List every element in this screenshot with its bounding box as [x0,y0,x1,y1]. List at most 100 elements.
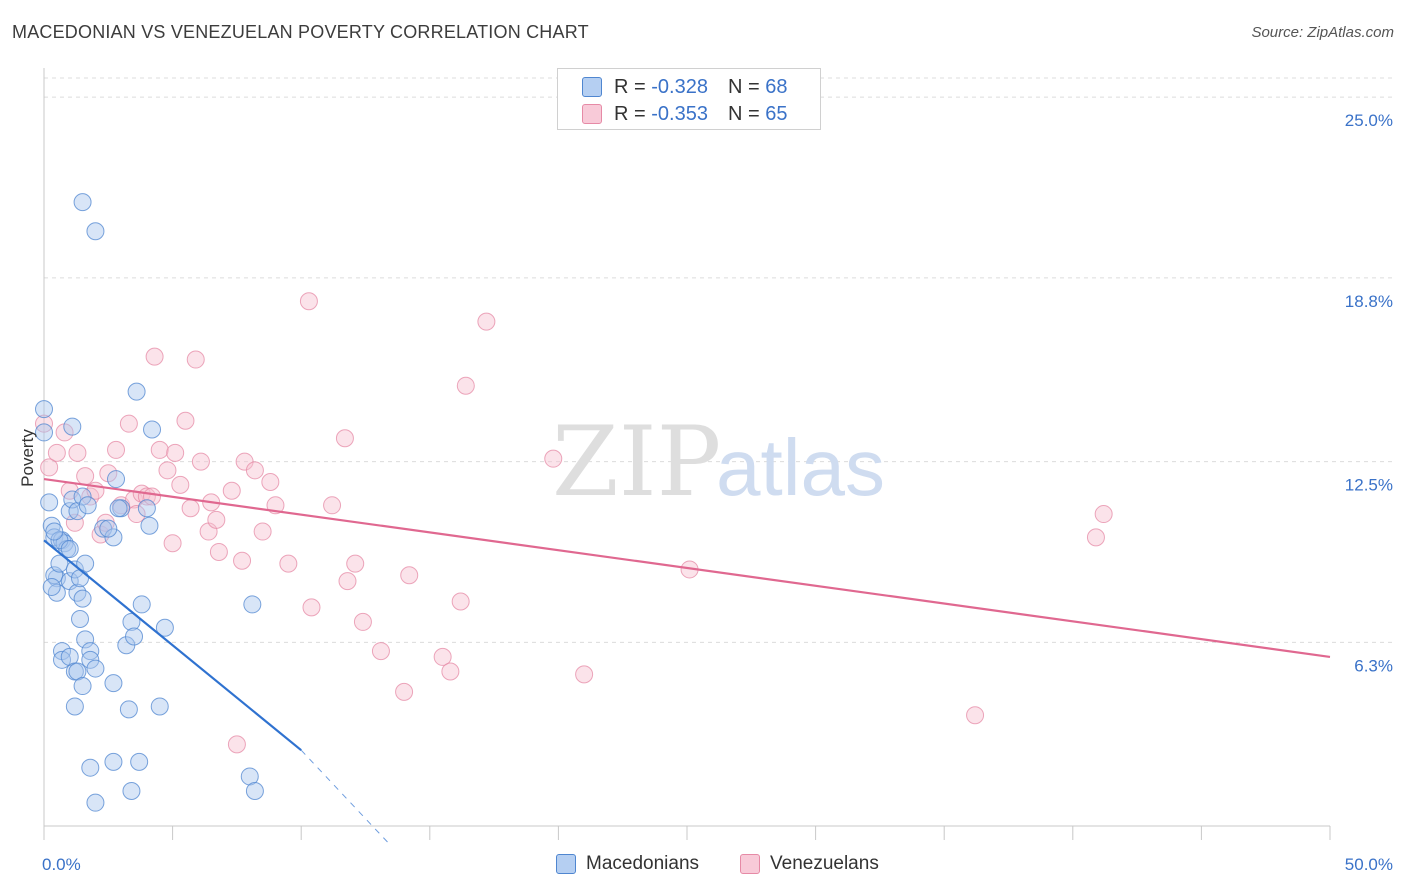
venezuelan-n-label: N = [727,102,766,125]
macedonian-point [73,193,92,212]
macedonian-r-label: R = [614,75,652,98]
macedonians-label: Macedonians [586,853,700,874]
macedonian-point [99,519,118,538]
chart-source: Source: ZipAtlas.com [1251,24,1394,41]
venezuelan-point [371,642,390,661]
macedonian-point [47,583,66,602]
macedonian-point [140,516,159,535]
venezuelan-point [400,566,419,585]
macedonian-point [143,420,162,439]
venezuelan-trend-line [43,477,1331,658]
venezuelan-point [127,505,146,524]
venezuelan-point [176,411,195,430]
macedonian-point [122,782,141,801]
macedonian-point [81,758,100,777]
venezuelans-swatch [740,854,760,874]
macedonian-point [35,423,53,442]
venezuelan-point [441,662,460,681]
venezuelan-point [233,551,252,570]
macedonian-point [150,697,169,716]
macedonian-n-label: N = [727,75,766,98]
macedonian-point [109,499,128,518]
macedonian-trend-line [43,539,302,752]
y-tick-label: 12.5% [1345,476,1393,495]
macedonian-point [240,767,259,786]
venezuelan-point [544,449,563,468]
macedonian-point [73,589,92,608]
macedonian-point [104,674,123,693]
venezuelan-point [966,706,985,725]
macedonian-point [35,400,53,419]
macedonian-point [73,677,92,696]
macedonian-point [71,610,90,629]
macedonian-point [45,566,64,585]
venezuelan-point [68,443,87,462]
macedonian-r-value: -0.328 [651,75,708,98]
venezuelan-point [150,440,169,459]
macedonian-point [68,662,87,681]
axes [43,68,1331,840]
trend-lines [43,477,1331,847]
venezuelan-point [253,522,272,541]
chart-title: MACEDONIAN VS VENEZUELAN POVERTY CORRELA… [12,22,589,42]
venezuelan-point [171,475,190,494]
venezuelan-point [65,513,84,532]
venezuelan-points [35,292,1113,754]
venezuelan-point [227,735,246,754]
macedonian-point [73,487,92,506]
watermark-atlas: atlas [716,423,885,512]
y-axis-label: Poverty [18,429,37,487]
venezuelan-point [163,534,182,553]
venezuelan-point [338,572,357,591]
macedonian-point [68,583,87,602]
venezuelan-point [299,292,318,311]
macedonian-point [104,528,123,547]
macedonian-point [60,502,79,521]
legend-row-venezuelan: R = -0.353 N = 65 [582,101,787,127]
macedonian-point [71,569,90,588]
venezuelan-point [433,647,452,666]
venezuelan-point [279,554,298,573]
venezuelan-point [575,665,594,684]
correlation-legend: R = -0.328 N = 68 R = -0.353 N = 65 [557,68,821,130]
macedonian-swatch [582,77,602,97]
venezuelan-point [207,510,226,529]
macedonian-point [104,752,123,771]
macedonian-point [119,700,138,719]
macedonian-point [125,627,144,646]
legend-row-macedonian: R = -0.328 N = 68 [582,74,787,100]
venezuelan-point [209,542,228,561]
macedonian-point [78,496,97,515]
macedonian-trend-extension [300,749,392,847]
venezuelan-point [76,467,95,486]
macedonian-n-value: 68 [765,75,788,98]
venezuelan-r-value: -0.353 [651,102,708,125]
macedonian-point [127,382,146,401]
macedonian-point [76,554,95,573]
macedonian-point [68,502,87,521]
macedonian-point [60,647,79,666]
venezuelan-point [395,682,414,701]
legend-item-venezuelans: Venezuelans [740,852,879,876]
venezuelan-point [186,350,205,369]
venezuelan-point [47,443,66,462]
macedonians-swatch [556,854,576,874]
x-tick-label: 50.0% [1345,855,1393,874]
venezuelan-point [107,440,126,459]
macedonian-point [63,490,82,509]
macedonian-point [132,595,151,614]
macedonian-point [81,650,100,669]
venezuelan-point [302,598,321,617]
macedonian-point [65,697,84,716]
macedonian-point [245,782,264,801]
macedonian-point [155,618,174,637]
y-tick-label: 25.0% [1345,111,1393,130]
venezuelan-point [1086,528,1105,547]
venezuelan-point [145,347,164,366]
venezuelan-point [166,443,185,462]
macedonian-point [86,659,105,678]
watermark-zip: ZIP [552,406,721,518]
macedonian-point [137,499,156,518]
venezuelans-label: Venezuelans [770,853,879,874]
